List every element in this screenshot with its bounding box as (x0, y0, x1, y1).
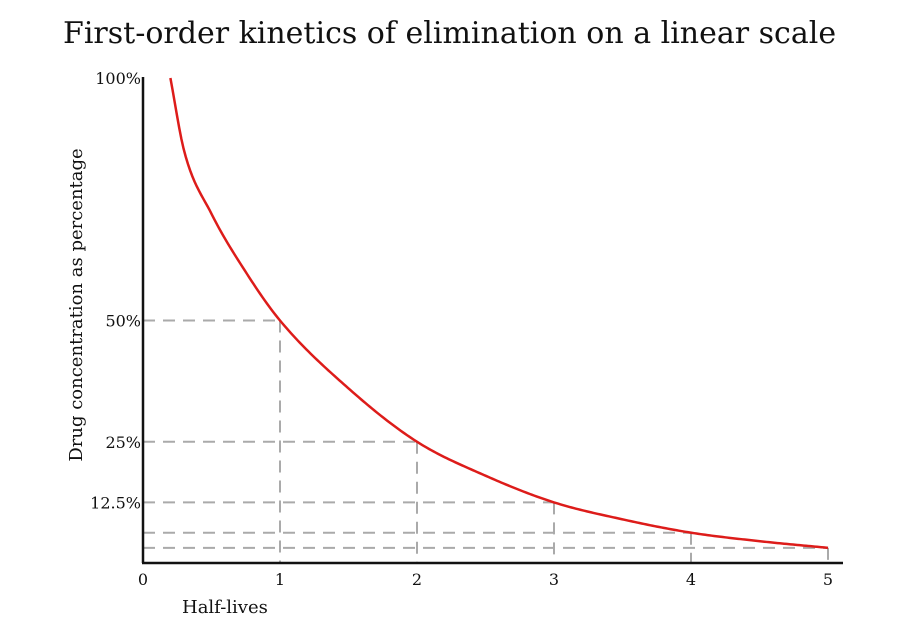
x-tick-label-0: 0 (138, 570, 148, 589)
y-axis-label: Drug concentration as percentage (66, 148, 87, 461)
chart-title: First-order kinetics of elimination on a… (63, 16, 836, 51)
decay-curve (169, 77, 829, 550)
x-axis-label: Half-lives (182, 597, 268, 618)
y-tick-label: 100% (95, 69, 141, 88)
curve-layer (169, 77, 829, 550)
x-tick-label-5: 5 (823, 570, 833, 589)
x-tick-label-3: 3 (549, 570, 559, 589)
x-tick-label-4: 4 (686, 570, 696, 589)
reference-guides (143, 319, 829, 563)
x-tick-label-2: 2 (412, 570, 422, 589)
y-tick-label: 25% (105, 433, 141, 452)
y-tick-label: 12.5% (90, 493, 141, 512)
x-tick-label-1: 1 (275, 570, 285, 589)
y-tick-label: 50% (105, 312, 141, 331)
tick-labels: 0 1 2 3 4 5 100% 50% 25% 12.5% (90, 69, 833, 589)
